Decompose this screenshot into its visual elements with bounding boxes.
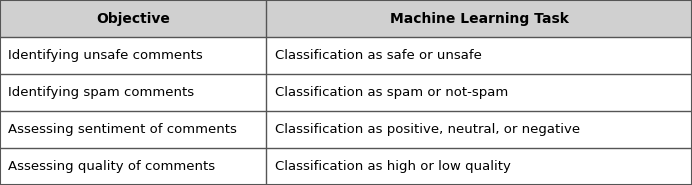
Bar — [0, 111, 692, 148]
Text: Identifying unsafe comments: Identifying unsafe comments — [8, 49, 203, 62]
Text: Classification as high or low quality: Classification as high or low quality — [275, 160, 511, 173]
Text: Classification as positive, neutral, or negative: Classification as positive, neutral, or … — [275, 123, 580, 136]
Bar — [0, 148, 692, 185]
Text: Identifying spam comments: Identifying spam comments — [8, 86, 194, 99]
Text: Objective: Objective — [96, 11, 170, 26]
Text: Assessing sentiment of comments: Assessing sentiment of comments — [8, 123, 237, 136]
Text: Assessing quality of comments: Assessing quality of comments — [8, 160, 215, 173]
Text: Machine Learning Task: Machine Learning Task — [390, 11, 569, 26]
Text: Classification as spam or not-spam: Classification as spam or not-spam — [275, 86, 508, 99]
Bar — [0, 74, 692, 111]
Bar — [0, 37, 692, 74]
Bar — [0, 0, 692, 37]
Text: Classification as safe or unsafe: Classification as safe or unsafe — [275, 49, 482, 62]
